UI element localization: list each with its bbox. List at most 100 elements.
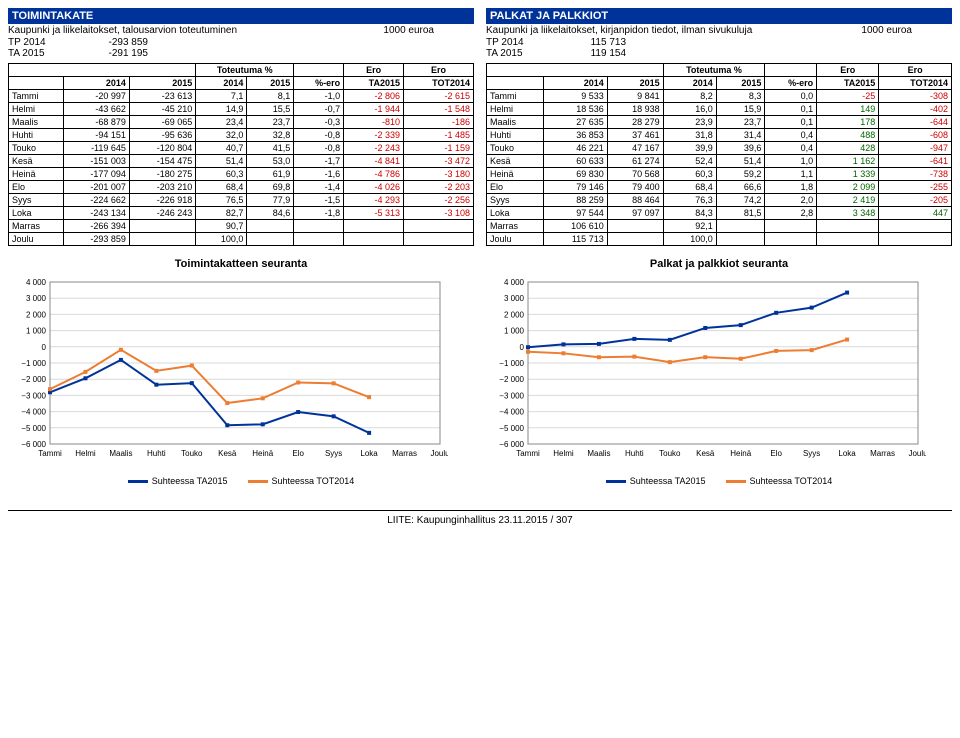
table-cell: 23,9 xyxy=(663,116,716,129)
table-cell: 60,3 xyxy=(196,168,247,181)
left-unit: 1000 euroa xyxy=(383,24,474,37)
table-row: Loka-243 134-246 24382,784,6-1,8-5 313-3… xyxy=(9,207,474,220)
table-cell: 3 348 xyxy=(817,207,879,220)
table-cell: -1,8 xyxy=(294,207,344,220)
table-cell: -1,7 xyxy=(294,155,344,168)
svg-text:Maalis: Maalis xyxy=(587,449,610,458)
table-row: Heinä-177 094-180 27560,361,9-1,6-4 786-… xyxy=(9,168,474,181)
svg-text:4 000: 4 000 xyxy=(504,278,525,287)
table-cell xyxy=(344,233,404,246)
table-cell: -186 xyxy=(404,116,474,129)
table-cell: Heinä xyxy=(9,168,64,181)
table-row: Loka97 54497 09784,381,52,83 348447 xyxy=(487,207,952,220)
line-chart: −6 000−5 000−4 000−3 000−2 000−1 00001 0… xyxy=(8,274,448,474)
svg-text:0: 0 xyxy=(520,343,525,352)
table-cell: 32,0 xyxy=(196,129,247,142)
table-row: Marras106 61092,1 xyxy=(487,220,952,233)
table-cell xyxy=(716,233,765,246)
table-cell xyxy=(879,220,952,233)
legend-item: Suhteessa TOT2014 xyxy=(248,476,355,486)
right-unit: 1000 euroa xyxy=(861,24,952,37)
table-cell: 61,9 xyxy=(247,168,294,181)
table-cell: -1,5 xyxy=(294,194,344,207)
table-cell: 47 167 xyxy=(607,142,663,155)
table-cell: -1,6 xyxy=(294,168,344,181)
legend-label: Suhteessa TA2015 xyxy=(630,476,706,486)
table-cell: -120 804 xyxy=(129,142,195,155)
table-cell: -20 997 xyxy=(63,90,129,103)
table-row: Touko46 22147 16739,939,60,4428-947 xyxy=(487,142,952,155)
table-cell: -293 859 xyxy=(63,233,129,246)
table-cell xyxy=(817,233,879,246)
table-cell: Huhti xyxy=(487,129,544,142)
table-cell: -641 xyxy=(879,155,952,168)
table-cell xyxy=(294,220,344,233)
right-subtitle: Kaupunki ja liikelaitokset, kirjanpidon … xyxy=(486,24,752,37)
table-cell: 14,9 xyxy=(196,103,247,116)
table-cell: 15,5 xyxy=(247,103,294,116)
table-cell: 18 536 xyxy=(543,103,607,116)
col-header: TA2015 xyxy=(817,77,879,90)
col-header: 2014 xyxy=(63,77,129,90)
table-cell: Marras xyxy=(9,220,64,233)
table-cell: 66,6 xyxy=(716,181,765,194)
col-header: TOT2014 xyxy=(404,77,474,90)
table-cell: 28 279 xyxy=(607,116,663,129)
table-cell: 8,1 xyxy=(247,90,294,103)
table-cell: 27 635 xyxy=(543,116,607,129)
svg-text:Tammi: Tammi xyxy=(38,449,62,458)
table-cell: 31,4 xyxy=(716,129,765,142)
panels-row: TOIMINTAKATE Kaupunki ja liikelaitokset,… xyxy=(8,8,952,246)
table-cell: 70 568 xyxy=(607,168,663,181)
table-cell: Kesä xyxy=(9,155,64,168)
right-subtitle-row: Kaupunki ja liikelaitokset, kirjanpidon … xyxy=(486,24,952,37)
svg-text:Elo: Elo xyxy=(292,449,304,458)
table-cell xyxy=(404,220,474,233)
table-cell: 0,1 xyxy=(765,103,817,116)
table-cell: 97 544 xyxy=(543,207,607,220)
left-chart-box: Toimintakatteen seuranta −6 000−5 000−4 … xyxy=(8,258,474,486)
table-cell: 0,4 xyxy=(765,142,817,155)
left-chart-title: Toimintakatteen seuranta xyxy=(8,258,474,270)
svg-text:Helmi: Helmi xyxy=(553,449,574,458)
col-header xyxy=(9,77,64,90)
legend-item: Suhteessa TA2015 xyxy=(606,476,706,486)
table-row: Heinä69 83070 56860,359,21,11 339-738 xyxy=(487,168,952,181)
col-header: 2015 xyxy=(247,77,294,90)
svg-text:−2 000: −2 000 xyxy=(499,375,524,384)
table-cell: -2 256 xyxy=(404,194,474,207)
table-cell: 39,6 xyxy=(716,142,765,155)
table-cell: 84,3 xyxy=(663,207,716,220)
table-cell: 149 xyxy=(817,103,879,116)
svg-text:4 000: 4 000 xyxy=(26,278,47,287)
meta-label: TP 2014 xyxy=(8,37,68,48)
table-cell xyxy=(344,220,404,233)
table-cell: 68,4 xyxy=(196,181,247,194)
left-chart: −6 000−5 000−4 000−3 000−2 000−1 00001 0… xyxy=(8,274,474,474)
table-cell: -608 xyxy=(879,129,952,142)
table-cell: -0,3 xyxy=(294,116,344,129)
table-cell: 59,2 xyxy=(716,168,765,181)
svg-text:Marras: Marras xyxy=(870,449,895,458)
table-row: Tammi-20 997-23 6137,18,1-1,0-2 806-2 61… xyxy=(9,90,474,103)
table-cell: 16,0 xyxy=(663,103,716,116)
table-cell: Syys xyxy=(487,194,544,207)
table-cell xyxy=(129,233,195,246)
svg-text:Touko: Touko xyxy=(181,449,203,458)
table-cell: -68 879 xyxy=(63,116,129,129)
col-header: TOT2014 xyxy=(879,77,952,90)
table-cell: Loka xyxy=(487,207,544,220)
table-cell: -3 108 xyxy=(404,207,474,220)
table-cell: -4 841 xyxy=(344,155,404,168)
table-cell: -308 xyxy=(879,90,952,103)
svg-text:−6 000: −6 000 xyxy=(499,440,524,449)
table-cell: -2 806 xyxy=(344,90,404,103)
table-cell: Maalis xyxy=(9,116,64,129)
meta-label: TA 2015 xyxy=(8,48,68,59)
table-cell: -3 472 xyxy=(404,155,474,168)
table-row: Elo79 14679 40068,466,61,82 099-255 xyxy=(487,181,952,194)
table-cell: 0,0 xyxy=(765,90,817,103)
table-cell: -0,8 xyxy=(294,142,344,155)
right-chart-legend: Suhteessa TA2015Suhteessa TOT2014 xyxy=(486,476,952,486)
table-cell xyxy=(129,220,195,233)
